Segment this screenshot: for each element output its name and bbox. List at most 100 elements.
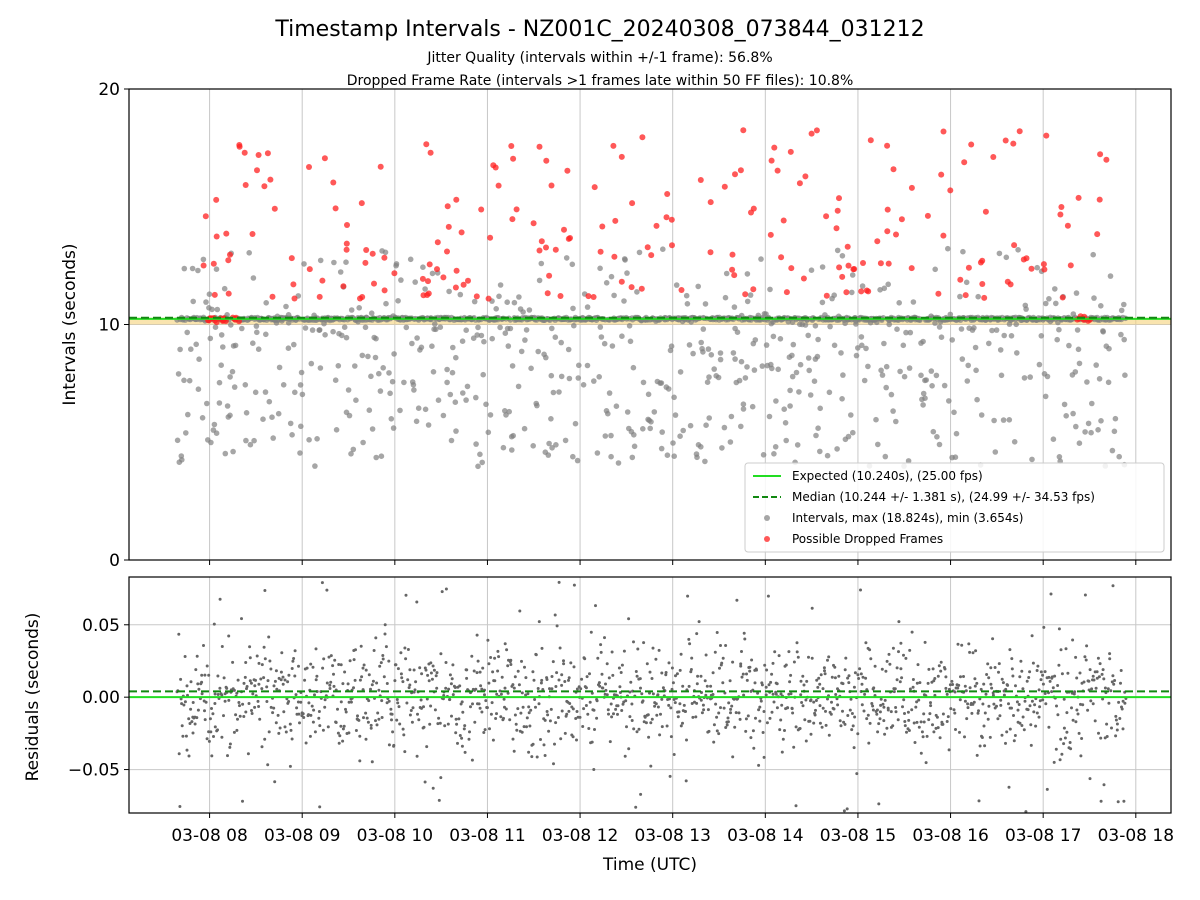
residual-point bbox=[773, 650, 777, 654]
residual-point bbox=[824, 723, 828, 727]
residual-point bbox=[963, 684, 967, 688]
residual-point bbox=[973, 677, 977, 681]
residual-point bbox=[432, 668, 436, 672]
residual-point bbox=[1071, 718, 1075, 722]
residual-point bbox=[987, 704, 991, 708]
residuals-xtick-label: 03-08 18 bbox=[1098, 826, 1174, 846]
residual-point bbox=[357, 718, 361, 722]
residual-point bbox=[450, 677, 454, 681]
dropped-frame-point bbox=[884, 228, 891, 235]
interval-point bbox=[996, 250, 1003, 257]
residual-point bbox=[377, 717, 381, 721]
residual-point bbox=[971, 651, 975, 655]
residual-point bbox=[872, 686, 876, 690]
residual-point bbox=[928, 712, 932, 716]
residual-point bbox=[1091, 702, 1095, 706]
residual-point bbox=[589, 630, 593, 634]
residual-point bbox=[362, 663, 366, 667]
interval-point bbox=[621, 298, 627, 304]
residual-point bbox=[318, 805, 322, 809]
residual-point bbox=[715, 715, 719, 719]
interval-point bbox=[721, 424, 728, 431]
residual-point bbox=[657, 648, 661, 652]
residual-point bbox=[605, 693, 609, 697]
interval-point bbox=[393, 261, 400, 267]
residual-point bbox=[709, 684, 713, 688]
residual-point bbox=[458, 684, 462, 688]
residual-point bbox=[1080, 737, 1084, 740]
interval-point bbox=[648, 419, 654, 425]
interval-point bbox=[794, 442, 801, 448]
residual-point bbox=[1114, 714, 1118, 718]
residual-point bbox=[660, 671, 664, 675]
residual-point bbox=[669, 735, 673, 739]
residual-point bbox=[1059, 737, 1063, 741]
dropped-frame-point bbox=[668, 216, 675, 223]
interval-point bbox=[670, 440, 676, 446]
residual-point bbox=[894, 706, 898, 709]
dropped-frame-point bbox=[611, 253, 618, 260]
dropped-frame-point bbox=[377, 163, 384, 170]
interval-point bbox=[1093, 362, 1099, 368]
dropped-frame-point bbox=[538, 238, 545, 245]
residual-point bbox=[1011, 674, 1015, 678]
residual-point bbox=[967, 642, 971, 646]
interval-point bbox=[453, 428, 459, 434]
dropped-frame-point bbox=[381, 287, 388, 294]
interval-point bbox=[813, 432, 819, 439]
residual-point bbox=[557, 580, 561, 584]
legend-dropped-swatch bbox=[764, 536, 770, 542]
residual-point bbox=[1063, 736, 1067, 740]
residual-point bbox=[336, 707, 339, 711]
dropped-frame-point bbox=[425, 278, 431, 285]
interval-point bbox=[703, 422, 709, 429]
residual-point bbox=[341, 682, 345, 686]
interval-point bbox=[900, 342, 907, 349]
residual-point bbox=[706, 708, 710, 712]
interval-point bbox=[373, 454, 380, 461]
interval-point bbox=[602, 433, 609, 439]
residual-point bbox=[902, 698, 906, 702]
dropped-frame-point bbox=[965, 264, 972, 271]
interval-point bbox=[331, 259, 337, 266]
dropped-frame-point bbox=[968, 141, 975, 148]
residual-point bbox=[935, 715, 939, 719]
residual-point bbox=[730, 704, 734, 708]
residual-point bbox=[364, 668, 368, 672]
dropped-frame-point bbox=[638, 285, 645, 292]
residual-point bbox=[827, 733, 831, 737]
residual-point bbox=[514, 722, 518, 726]
dropped-frame-point bbox=[707, 249, 714, 256]
residual-point bbox=[453, 686, 457, 689]
residual-point bbox=[207, 730, 211, 734]
dropped-frame-point bbox=[664, 191, 671, 197]
residual-point bbox=[548, 687, 551, 691]
residual-point bbox=[408, 713, 412, 717]
residual-point bbox=[850, 712, 854, 715]
residual-point bbox=[282, 710, 286, 714]
residual-point bbox=[220, 645, 224, 648]
dropped-frame-point bbox=[543, 157, 550, 164]
dropped-frame-point bbox=[979, 281, 986, 287]
residual-point bbox=[323, 698, 327, 702]
dropped-frame-point bbox=[644, 244, 651, 251]
dropped-frame-point bbox=[271, 205, 278, 212]
residual-point bbox=[417, 718, 421, 722]
residual-point bbox=[513, 713, 517, 717]
interval-point bbox=[901, 373, 908, 380]
dropped-frame-point bbox=[800, 275, 807, 282]
residual-point bbox=[1118, 717, 1122, 720]
residual-point bbox=[705, 684, 709, 688]
dropped-frame-point bbox=[1094, 231, 1101, 238]
dropped-frame-point bbox=[858, 288, 865, 295]
residual-point bbox=[480, 687, 484, 691]
residual-point bbox=[690, 656, 694, 660]
residual-point bbox=[536, 687, 540, 690]
residual-point bbox=[1057, 627, 1061, 631]
residual-point bbox=[898, 680, 902, 684]
residual-point bbox=[780, 703, 784, 707]
residual-point bbox=[664, 673, 668, 677]
interval-point bbox=[285, 345, 292, 352]
residual-point bbox=[370, 683, 374, 687]
residual-point bbox=[403, 646, 407, 650]
